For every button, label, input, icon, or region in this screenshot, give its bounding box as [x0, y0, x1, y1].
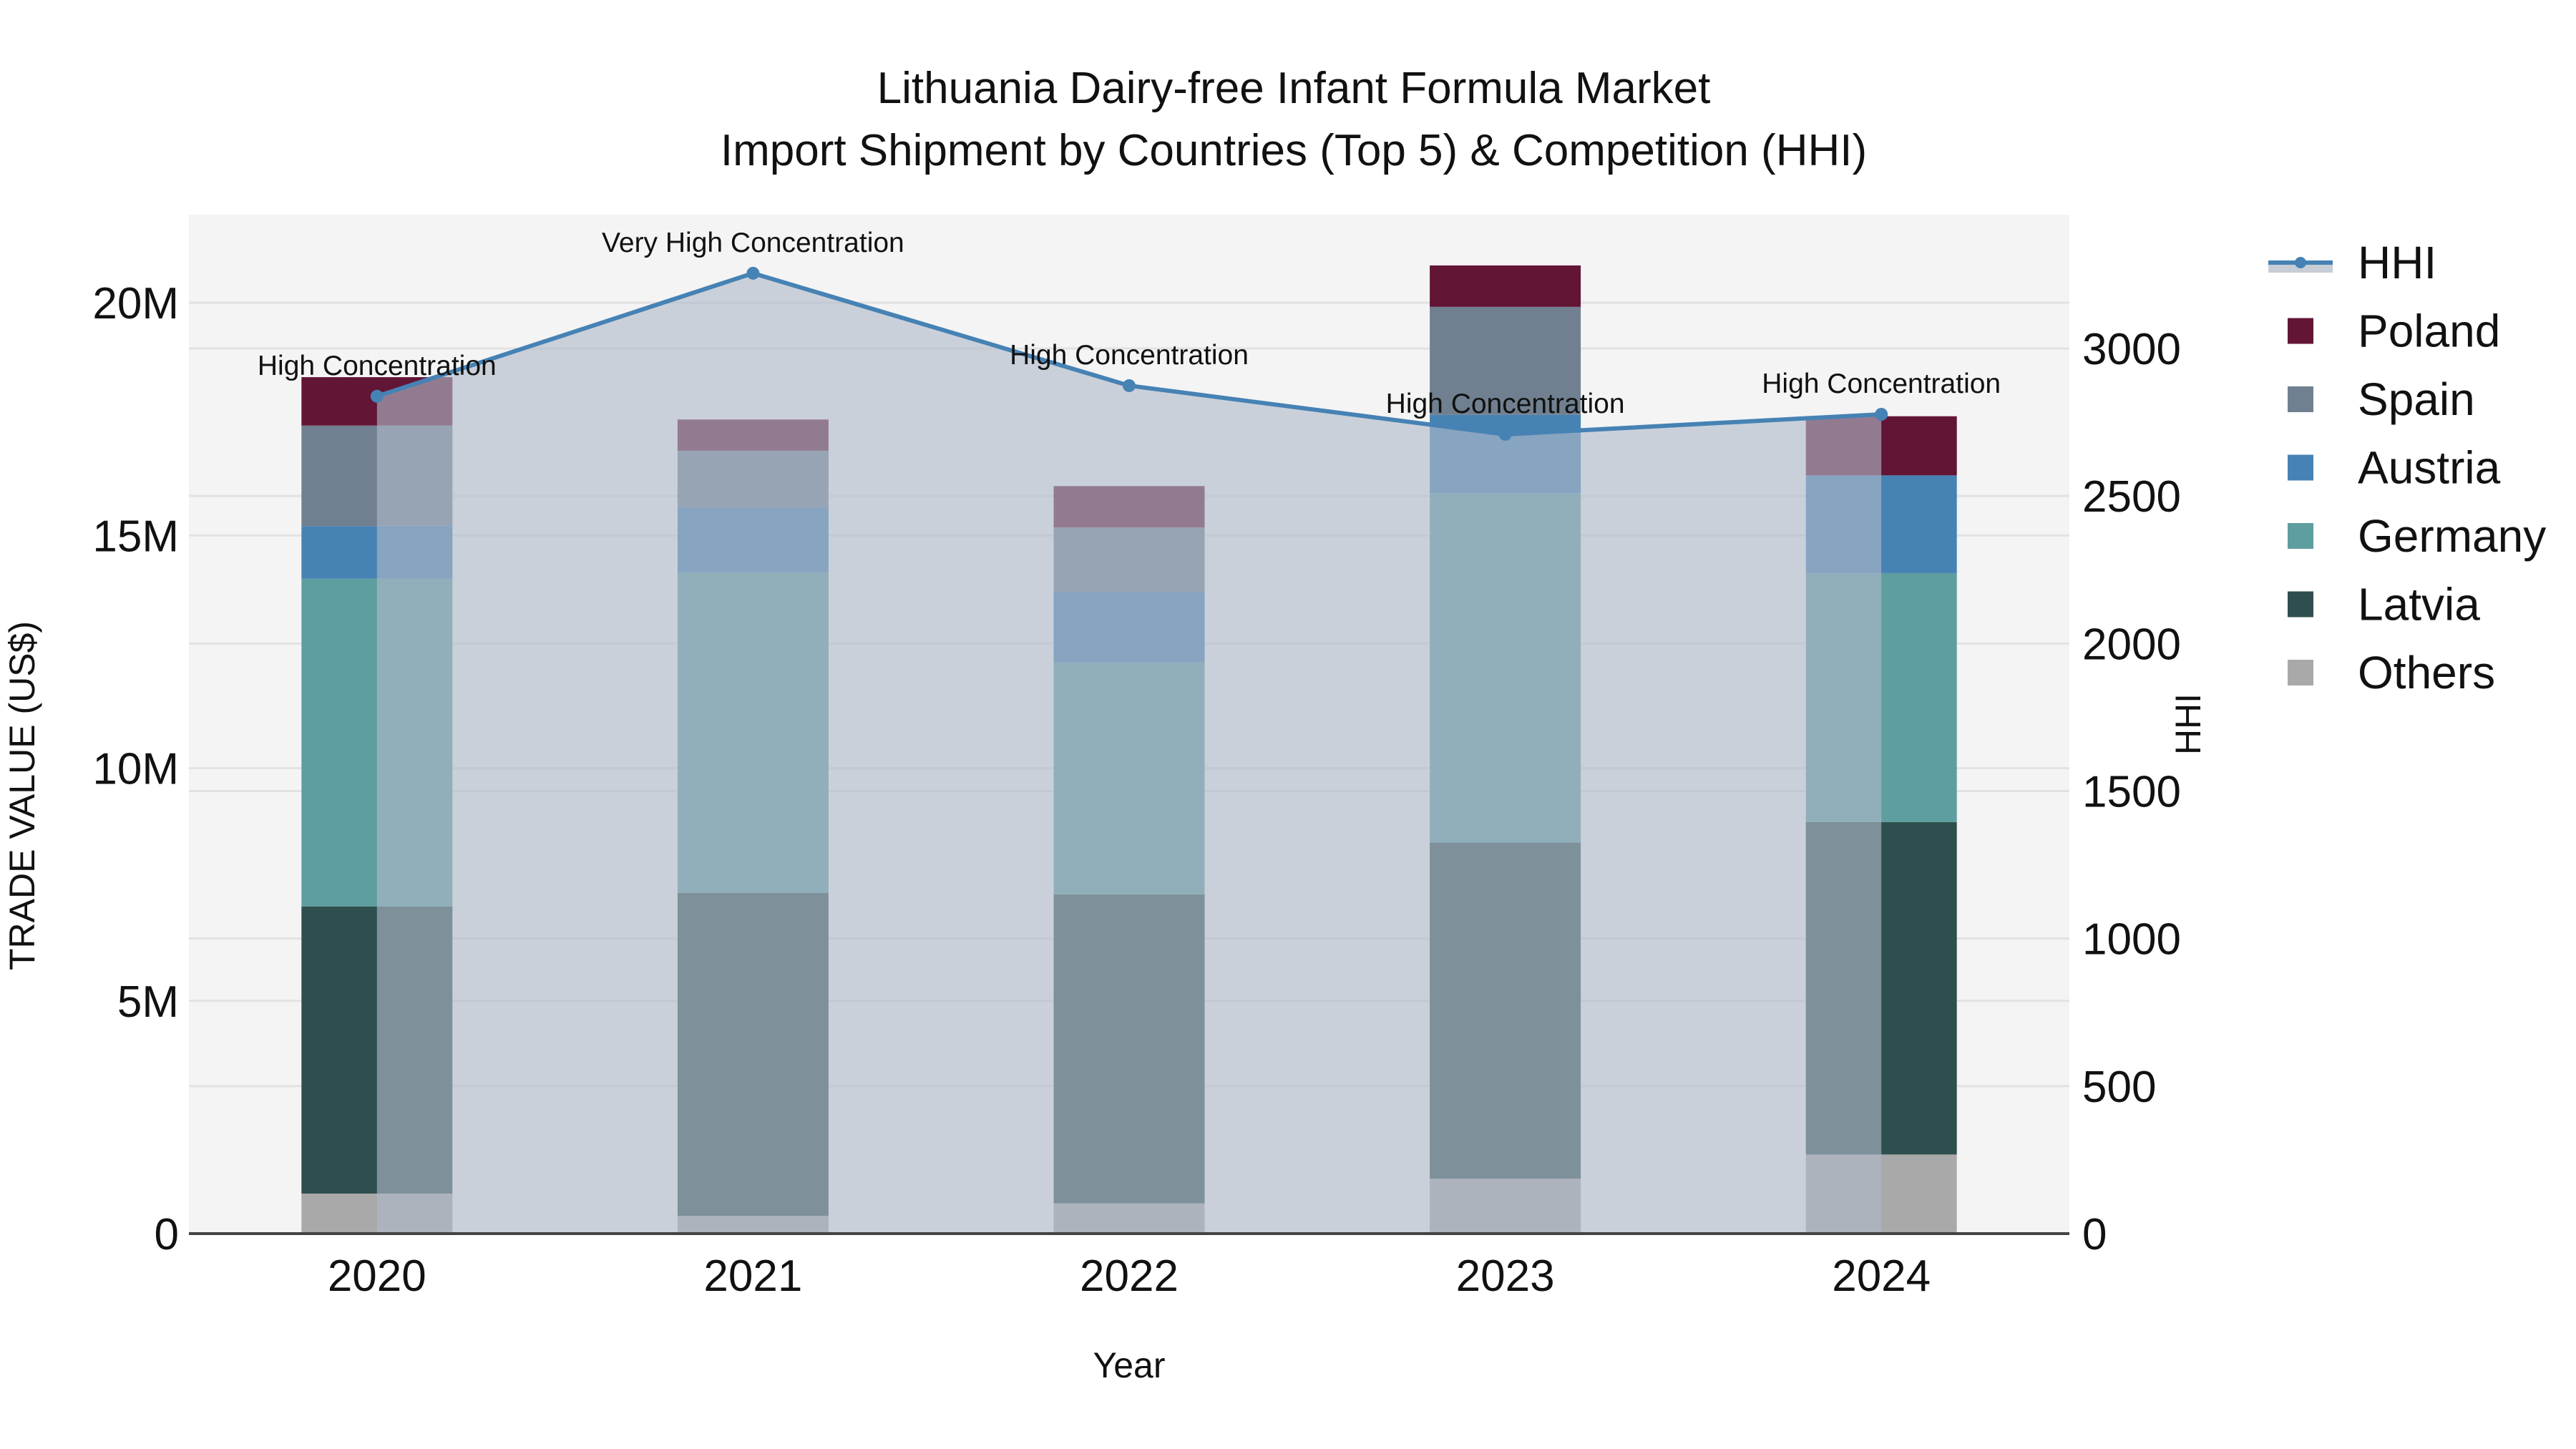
- legend-swatch-icon: [2288, 591, 2313, 618]
- hhi-marker[interactable]: [370, 389, 384, 403]
- y-left-axis-title: TRADE VALUE (US$): [2, 621, 42, 970]
- y-left-tick-labels: 0 5M 10M 15M 20M: [92, 279, 179, 1259]
- legend-hhi-marker-icon: [2295, 257, 2306, 268]
- bar-segment-poland[interactable]: [1430, 265, 1581, 307]
- hhi-marker[interactable]: [1123, 379, 1136, 392]
- legend-item-poland[interactable]: Poland: [2288, 306, 2500, 357]
- legend-item-germany[interactable]: Germany: [2288, 510, 2546, 562]
- legend-swatch-icon: [2288, 454, 2313, 481]
- legend-item-latvia[interactable]: Latvia: [2288, 579, 2480, 630]
- x-tick-label: 2023: [1456, 1252, 1555, 1301]
- legend-label: Latvia: [2358, 579, 2480, 630]
- legend-label: HHI: [2358, 237, 2436, 288]
- hhi-marker[interactable]: [746, 266, 760, 280]
- hhi-markers: [370, 266, 1888, 441]
- hhi-annotation-label: High Concentration: [1010, 340, 1249, 371]
- y-left-tick-label: 5M: [117, 977, 179, 1027]
- y-right-tick-label: 500: [2082, 1063, 2156, 1112]
- hhi-annotation-label: High Concentration: [258, 351, 497, 381]
- y-left-tick-label: 15M: [92, 512, 179, 561]
- legend-item-others[interactable]: Others: [2288, 647, 2495, 698]
- legend-label: Others: [2358, 647, 2495, 698]
- x-tick-label: 2022: [1080, 1252, 1179, 1301]
- legend-label: Spain: [2358, 374, 2475, 425]
- hhi-annotation-label: High Concentration: [1762, 369, 2001, 399]
- y-left-tick-label: 0: [155, 1210, 179, 1259]
- hhi-marker[interactable]: [1498, 427, 1512, 441]
- legend-label: Germany: [2358, 510, 2546, 562]
- y-right-axis-title: HHI: [2168, 693, 2208, 755]
- hhi-annotations: High Concentration Very High Concentratio…: [258, 228, 2001, 419]
- y-right-tick-label: 1500: [2082, 768, 2181, 817]
- legend-swatch-icon: [2288, 660, 2313, 686]
- y-right-tick-label: 2500: [2082, 472, 2181, 522]
- bar-segment-spain[interactable]: [1430, 306, 1581, 415]
- y-right-tick-label: 1000: [2082, 915, 2181, 965]
- y-left-tick-label: 10M: [92, 745, 179, 794]
- legend-item-hhi[interactable]: HHI: [2268, 237, 2436, 288]
- legend-item-spain[interactable]: Spain: [2288, 374, 2475, 425]
- hhi-marker[interactable]: [1875, 407, 1888, 421]
- x-axis-title: Year: [1093, 1345, 1165, 1385]
- y-right-tick-label: 2000: [2082, 620, 2181, 669]
- hhi-annotation-label: Very High Concentration: [602, 228, 904, 258]
- legend: HHI Poland Spain Austria Germany Latvia Others: [2268, 237, 2546, 698]
- legend-label: Poland: [2358, 306, 2500, 357]
- legend-label: Austria: [2358, 442, 2501, 494]
- x-tick-labels: 2020 2021 2022 2023 2024: [328, 1252, 1931, 1301]
- y-right-tick-label: 3000: [2082, 325, 2181, 374]
- legend-swatch-icon: [2288, 523, 2313, 549]
- x-tick-label: 2024: [1832, 1252, 1931, 1301]
- legend-swatch-icon: [2288, 386, 2313, 412]
- y-left-tick-label: 20M: [92, 279, 179, 328]
- y-right-tick-labels: 0 500 1000 1500 2000 2500 3000: [2082, 325, 2181, 1259]
- chart-title-line-1: Lithuania Dairy-free Infant Formula Mark…: [877, 64, 1711, 113]
- hhi-area-fill: [376, 273, 1882, 1234]
- y-right-tick-label: 0: [2082, 1210, 2107, 1259]
- chart-title-line-2: Import Shipment by Countries (Top 5) & C…: [720, 126, 1868, 175]
- legend-swatch-icon: [2288, 318, 2313, 344]
- x-tick-label: 2020: [328, 1252, 426, 1301]
- legend-item-austria[interactable]: Austria: [2288, 442, 2501, 494]
- x-tick-label: 2021: [703, 1252, 802, 1301]
- hhi-annotation-label: High Concentration: [1386, 389, 1625, 419]
